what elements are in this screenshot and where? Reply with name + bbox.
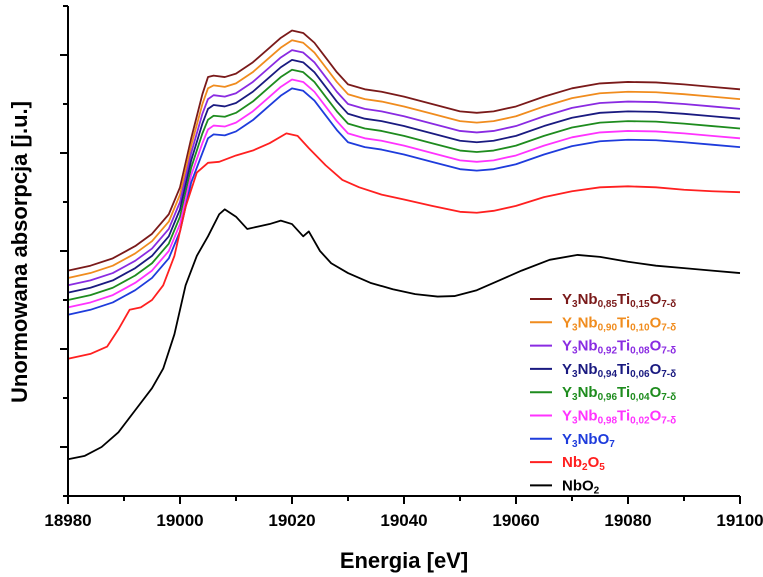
legend-label-1: Y3Nb0,90Ti0,10O7-δ — [562, 314, 676, 333]
ticks: 18980 19000 19020 19040 19060 19080 19100 — [44, 6, 763, 530]
legend-label-5: Y3Nb0,98Ti0,02O7-δ — [562, 408, 676, 427]
series-line-5 — [68, 80, 740, 308]
x-tick-label: 18980 — [44, 511, 91, 530]
x-tick-label: 19020 — [268, 511, 315, 530]
legend-label-2: Y3Nb0,92Ti0,08O7-δ — [562, 338, 676, 357]
x-axis-label: Energia [eV] — [340, 548, 468, 573]
legend-label-3: Y3Nb0,94Ti0,06O7-δ — [562, 361, 676, 380]
x-tick-label: 19060 — [492, 511, 539, 530]
legend-label-7: Nb2O5 — [562, 454, 605, 473]
x-tick-label: 19000 — [156, 511, 203, 530]
x-tick-label: 19100 — [716, 511, 763, 530]
legend-label-8: NbO2 — [562, 477, 600, 496]
series-line-4 — [68, 70, 740, 300]
legend-label-4: Y3Nb0,96Ti0,04O7-δ — [562, 384, 676, 403]
legend-label-6: Y3NbO7 — [562, 431, 615, 450]
legend: Y3Nb0,85Ti0,15O7-δ Y3Nb0,90Ti0,10O7-δ Y3Nb… — [530, 291, 676, 496]
series-line-6 — [68, 88, 740, 314]
x-tick-label: 19080 — [604, 511, 651, 530]
y-axis-label: Unormowana absorpcja [j.u.] — [7, 101, 32, 403]
x-tick-label: 19040 — [380, 511, 427, 530]
legend-label-0: Y3Nb0,85Ti0,15O7-δ — [562, 291, 676, 310]
